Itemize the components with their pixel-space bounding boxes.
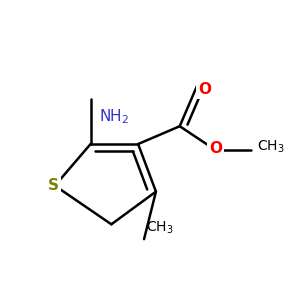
Text: S: S	[48, 178, 59, 193]
Text: CH$_3$: CH$_3$	[257, 139, 285, 155]
Text: O: O	[209, 141, 222, 156]
Text: CH$_3$: CH$_3$	[146, 220, 173, 236]
Text: O: O	[199, 82, 212, 97]
Text: NH$_2$: NH$_2$	[100, 107, 130, 126]
